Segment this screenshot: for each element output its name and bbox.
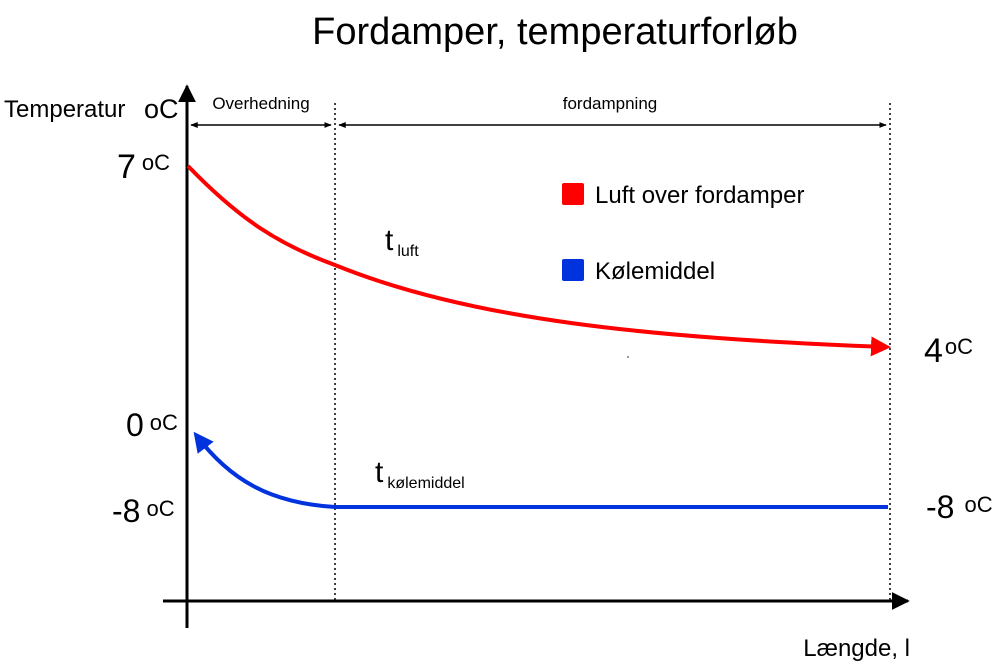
overheating-label: Overhedning: [212, 94, 309, 113]
air-curve-label: t luft: [385, 224, 419, 260]
refrigerant-superheated-temperature: 0 oC: [126, 407, 178, 443]
legend-label-refrigerant: Kølemiddel: [595, 258, 715, 285]
refrigerant-evaporating-right-value: -8: [926, 489, 954, 525]
air-out-unit: oC: [945, 334, 973, 359]
refrigerant-curve-label-sub: kølemiddel: [387, 475, 464, 492]
refrigerant-superheated-value: 0: [126, 407, 144, 443]
refrigerant-temperature-curve: [193, 431, 888, 509]
refrigerant-curve-label: t kølemiddel: [375, 456, 465, 492]
diagram-title: Fordamper, temperaturforløb: [312, 11, 798, 53]
refrigerant-superheated-unit: oC: [150, 410, 178, 435]
evaporation-label: fordampning: [563, 94, 658, 113]
legend-swatch-air: [562, 183, 584, 205]
refrigerant-evaporating-left-value: -8: [112, 493, 140, 529]
air-in-unit: oC: [142, 150, 170, 175]
refrigerant-evaporating-left-unit: oC: [146, 496, 174, 521]
stray-dot: [627, 356, 629, 358]
refrigerant-evaporating-right-temperature: -8 oC: [926, 489, 993, 525]
air-curve-label-sub: luft: [397, 243, 419, 260]
refrigerant-curve-label-main: t: [375, 456, 384, 489]
x-axis-label: Længde, l: [803, 635, 910, 662]
legend-label-air: Luft over fordamper: [595, 182, 804, 209]
air-temperature-curve: [186, 164, 891, 357]
y-axis-label: Temperatur: [4, 96, 125, 123]
y-axis-unit: oC: [144, 94, 179, 124]
air-in-value: 7: [117, 148, 136, 186]
y-axis-label-text: Temperatur: [4, 96, 125, 123]
refrigerant-evaporating-right-unit: oC: [964, 492, 992, 517]
air-in-temperature: 7 oC: [117, 148, 170, 186]
refrigerant-evaporating-left-temperature: -8 oC: [112, 493, 175, 529]
y-axis-unit-text: oC: [144, 94, 179, 124]
air-out-temperature: 4oC: [924, 332, 973, 370]
air-curve-label-main: t: [385, 224, 394, 257]
air-out-value: 4: [924, 332, 943, 370]
legend-swatch-refrigerant: [562, 259, 584, 281]
